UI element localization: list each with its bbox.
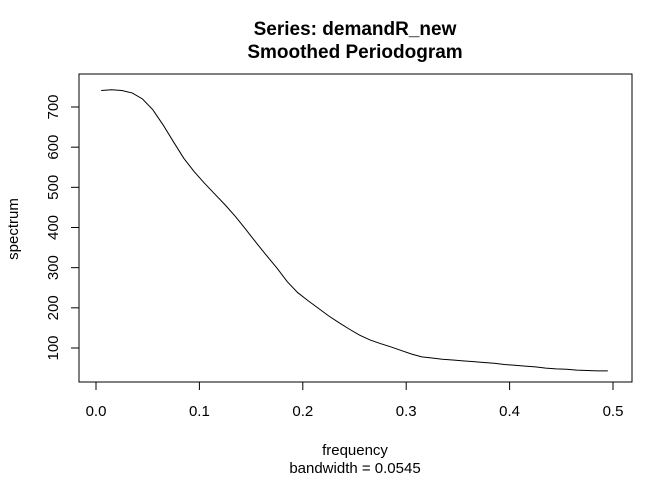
x-tick-label: 0.5	[603, 403, 624, 420]
y-tick-label: 100	[45, 335, 62, 360]
plot-frame	[78, 73, 633, 383]
chart-title: Series: demandR_new	[254, 19, 457, 40]
y-tick-label: 200	[45, 295, 62, 320]
x-tick-label: 0.2	[292, 403, 313, 420]
chart-subtitle: Smoothed Periodogram	[247, 42, 462, 63]
spectrum-line	[101, 89, 608, 372]
x-tick-label: 0.3	[396, 403, 417, 420]
x-axis-label: frequency	[322, 442, 388, 459]
y-tick-label: 300	[45, 255, 62, 280]
x-tick-label: 0.1	[189, 403, 210, 420]
x-axis: 0.0 0.1 0.2 0.3 0.4 0.5	[86, 381, 624, 420]
y-axis-label: spectrum	[5, 198, 22, 260]
x-tick-label: 0.0	[86, 403, 107, 420]
bandwidth-label: bandwidth = 0.0545	[289, 460, 420, 477]
x-tick-label: 0.4	[499, 403, 520, 420]
y-tick-label: 400	[45, 215, 62, 240]
y-tick-label: 700	[45, 94, 62, 119]
y-tick-label: 500	[45, 175, 62, 200]
y-tick-label: 600	[45, 135, 62, 160]
y-axis: 100 200 300 400 500 600 700	[45, 94, 80, 361]
